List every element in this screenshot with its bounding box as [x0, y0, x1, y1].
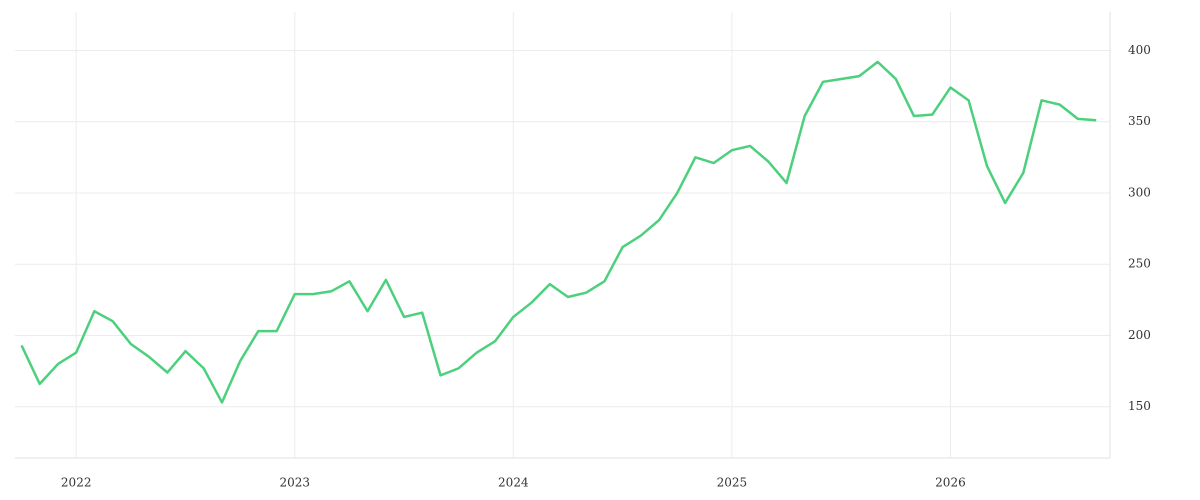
y-tick-label: 350 [1128, 114, 1151, 128]
data-line [20, 60, 1097, 404]
x-tick-label: 2024 [498, 476, 529, 490]
x-tick-label: 2026 [935, 476, 966, 490]
x-tick-label: 2025 [717, 476, 748, 490]
y-tick-label: 400 [1128, 43, 1151, 57]
y-tick-label: 150 [1128, 399, 1151, 413]
y-tick-label: 200 [1128, 328, 1151, 342]
x-tick-label: 2023 [279, 476, 310, 490]
y-tick-label: 250 [1128, 257, 1151, 271]
y-tick-label: 300 [1128, 185, 1151, 199]
x-tick-label: 2022 [61, 476, 92, 490]
